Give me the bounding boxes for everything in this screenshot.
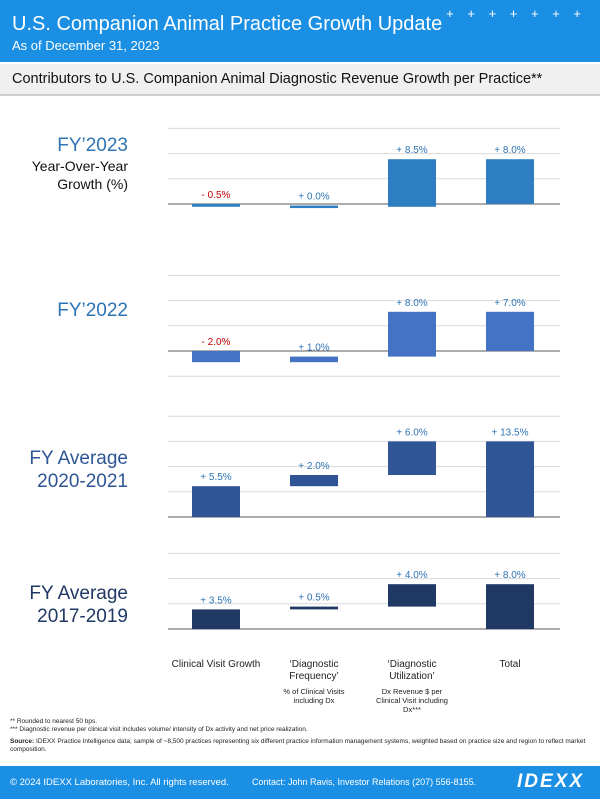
bar-3 (388, 311, 436, 357)
bar-3 (388, 441, 436, 475)
bar-2 (290, 356, 338, 363)
footnote-diagnostic-revenue: *** Diagnostic revenue per clinical visi… (10, 726, 308, 733)
source-note: Source: IDEXX Practice Intelligence data… (10, 738, 590, 754)
data-label: + 3.5% (200, 595, 232, 606)
idexx-logo: IDEXX (516, 771, 584, 792)
data-label: + 8.0% (396, 298, 428, 309)
panel-title-avg2017: FY Average 2017-2019 (0, 582, 128, 628)
bar-1 (192, 204, 240, 207)
footnotes: ** Rounded to nearest 50 bps. *** Diagno… (10, 718, 590, 754)
bar-3 (388, 584, 436, 607)
panel-title-avg2017-main: FY Average 2017-2019 (29, 583, 128, 627)
copyright: © 2024 IDEXX Laboratories, Inc. All righ… (10, 777, 229, 788)
page-title: U.S. Companion Animal Practice Growth Up… (12, 13, 443, 35)
panel-title-fy2023-sub: Year-Over-Year Growth (%) (31, 158, 128, 192)
bar-3 (388, 159, 436, 207)
contact-info: Contact: John Ravis, Investor Relations … (252, 777, 477, 787)
bar-2 (290, 606, 338, 610)
source-label: Source: (10, 738, 35, 745)
footnote-rounding: ** Rounded to nearest 50 bps. (10, 718, 98, 725)
panel-title-avg2020-main: FY Average 2020-2021 (29, 448, 128, 492)
source-text: IDEXX Practice Intelligence data; sample… (10, 738, 586, 753)
bar-1 (192, 351, 240, 363)
category-label-clinical-visit: Clinical Visit Growth (171, 659, 261, 670)
as-of-date: As of December 31, 2023 (12, 38, 160, 53)
panel-title-fy2022-main: FY’2022 (57, 300, 128, 321)
bar-4 (486, 441, 534, 517)
chart-subtitle: Contributors to U.S. Companion Animal Di… (12, 71, 543, 87)
chart-subtitle-bar: Contributors to U.S. Companion Animal Di… (0, 64, 600, 96)
data-label: + 4.0% (396, 570, 428, 581)
bar-2 (290, 475, 338, 487)
data-label: + 8.0% (494, 145, 526, 156)
bar-2 (290, 205, 338, 209)
bar-4 (486, 311, 534, 351)
data-label: + 6.0% (396, 427, 428, 438)
data-label: + 7.0% (494, 298, 526, 309)
data-label: + 0.5% (298, 593, 330, 604)
data-label: + 5.5% (200, 472, 232, 483)
data-label: + 1.0% (298, 343, 330, 354)
bar-4 (486, 584, 534, 629)
category-label-total: Total (499, 659, 521, 670)
waterfall-chart: - 0.5% + 0.0% + 8.5% + 8.0% - 2.0% + 1.0% + 8.… (168, 127, 560, 630)
data-label: - 2.0% (202, 337, 231, 348)
category-sub-diagnostic-utilization: Dx Revenue $ per Clinical Visit includin… (376, 687, 448, 714)
header-bar: U.S. Companion Animal Practice Growth Up… (0, 0, 600, 62)
data-label: + 2.0% (298, 461, 330, 472)
category-label-diagnostic-frequency: ‘Diagnostic Frequency’ (289, 659, 339, 682)
panel-title-fy2022: FY’2022 (57, 299, 128, 322)
data-label: + 8.0% (494, 570, 526, 581)
data-label: + 8.5% (396, 145, 428, 156)
category-label-diagnostic-utilization: ‘Diagnostic Utilization’ (387, 659, 437, 682)
bar-1 (192, 609, 240, 629)
data-label: + 13.5% (492, 427, 529, 438)
data-label: - 0.5% (202, 190, 231, 201)
panel-title-avg2020: FY Average 2020-2021 (0, 447, 128, 493)
panel-title-fy2023-main: FY’2023 (57, 135, 128, 156)
bar-4 (486, 159, 534, 204)
bar-1 (192, 486, 240, 517)
footer-bar: © 2024 IDEXX Laboratories, Inc. All righ… (0, 766, 600, 799)
category-sub-diagnostic-frequency: % of Clinical Visits including Dx (283, 687, 345, 705)
plus-decoration: + + + + + + + (446, 6, 586, 21)
panel-title-fy2023: FY’2023 Year-Over-Year Growth (%) (8, 134, 128, 193)
data-label: + 0.0% (298, 192, 330, 203)
